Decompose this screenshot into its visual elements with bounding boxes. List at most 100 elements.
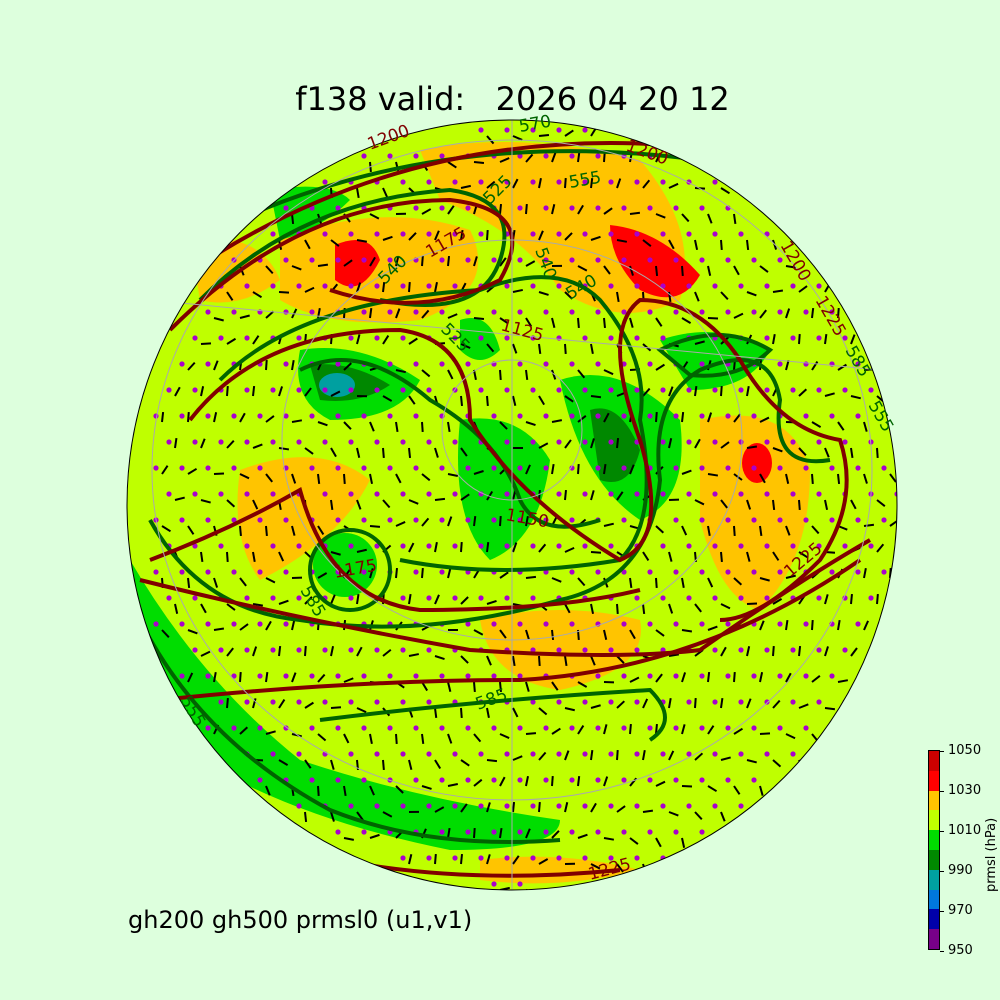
wind-vector xyxy=(460,343,471,349)
wind-marker xyxy=(426,699,432,705)
wind-vector xyxy=(564,129,574,137)
wind-vector xyxy=(772,499,776,511)
wind-vector xyxy=(421,785,432,790)
wind-vector xyxy=(317,785,320,797)
wind-marker xyxy=(829,309,835,315)
wind-marker xyxy=(647,569,653,575)
wind-vector xyxy=(798,447,807,456)
colorbar-label: prmsl (hPa) xyxy=(984,817,999,892)
wind-vector xyxy=(681,525,688,536)
wind-vector xyxy=(564,343,567,355)
wind-vector xyxy=(694,811,703,821)
wind-marker xyxy=(556,855,562,861)
wind-vector xyxy=(343,259,353,267)
wind-marker xyxy=(712,491,718,497)
wind-vector xyxy=(720,603,731,610)
wind-vector xyxy=(694,603,702,613)
wind-marker xyxy=(309,673,315,679)
wind-marker xyxy=(569,205,575,211)
wind-marker xyxy=(569,829,575,835)
wind-marker xyxy=(647,725,653,731)
wind-vector xyxy=(746,239,750,251)
wind-vector xyxy=(525,317,533,328)
wind-marker xyxy=(647,257,653,263)
wind-vector xyxy=(525,889,536,890)
wind-vector xyxy=(421,208,432,215)
wind-vector xyxy=(473,827,476,839)
wind-marker xyxy=(439,205,445,211)
wind-vector xyxy=(720,551,723,563)
wind-vector xyxy=(538,858,549,865)
wind-vector xyxy=(369,785,375,796)
wind-marker xyxy=(309,465,315,471)
wind-vector xyxy=(681,317,692,324)
wind-marker xyxy=(270,231,276,237)
wind-marker xyxy=(543,153,549,159)
wind-marker xyxy=(491,777,497,783)
wind-marker xyxy=(283,361,289,367)
wind-marker xyxy=(491,309,497,315)
wind-marker xyxy=(374,231,380,237)
wind-marker xyxy=(387,257,393,263)
wind-marker xyxy=(569,725,575,731)
wind-marker xyxy=(452,283,458,289)
wind-vector xyxy=(733,213,737,225)
wind-vector xyxy=(772,759,782,768)
wind-marker xyxy=(803,465,809,471)
wind-vector xyxy=(720,697,724,709)
wind-vector xyxy=(187,672,194,683)
wind-vector xyxy=(395,785,404,794)
wind-marker xyxy=(712,387,718,393)
wind-marker xyxy=(764,543,770,549)
wind-marker xyxy=(608,231,614,237)
wind-marker xyxy=(452,179,458,185)
wind-vector xyxy=(759,265,769,273)
wind-vector xyxy=(746,499,752,510)
wind-vector xyxy=(538,751,547,761)
wind-marker xyxy=(270,491,276,497)
wind-vector xyxy=(369,733,373,745)
wind-vector xyxy=(252,499,259,510)
wind-marker xyxy=(205,725,211,731)
wind-vector xyxy=(239,473,250,480)
wind-vector xyxy=(876,593,879,605)
wind-marker xyxy=(894,491,897,497)
wind-marker xyxy=(517,621,523,627)
wind-vector xyxy=(447,205,455,215)
colorbar-tick: 950 xyxy=(940,943,973,958)
wind-marker xyxy=(803,361,809,367)
wind-marker xyxy=(738,387,744,393)
wind-vector xyxy=(903,500,913,502)
wind-vector xyxy=(265,620,272,631)
wind-marker xyxy=(530,855,536,861)
wind-marker xyxy=(400,699,406,705)
wind-vector xyxy=(876,447,879,459)
wind-vector xyxy=(681,577,685,589)
wind-vector xyxy=(811,473,814,485)
wind-vector xyxy=(655,525,665,534)
wind-vector xyxy=(421,421,424,433)
wind-vector xyxy=(187,411,190,423)
wind-marker xyxy=(244,595,250,601)
wind-vector xyxy=(278,447,290,451)
wind-vector xyxy=(330,706,342,709)
wind-vector xyxy=(551,727,561,735)
wind-vector xyxy=(538,177,542,189)
wind-vector xyxy=(668,386,674,397)
wind-vector xyxy=(564,603,571,614)
wind-vector xyxy=(252,385,256,397)
wind-vector xyxy=(486,343,495,353)
wind-vector xyxy=(499,369,502,381)
wind-marker xyxy=(270,647,276,653)
wind-vector xyxy=(356,334,361,345)
map-title: f138 valid: 2026 04 20 12 xyxy=(295,80,730,118)
wind-marker xyxy=(283,673,289,679)
wind-vector xyxy=(278,645,282,657)
wind-marker xyxy=(829,465,835,471)
wind-marker xyxy=(712,231,718,237)
wind-vector xyxy=(824,707,836,711)
wind-vector xyxy=(187,361,196,371)
wind-vector xyxy=(655,723,658,735)
wind-vector xyxy=(473,733,482,743)
wind-vector xyxy=(213,577,219,588)
